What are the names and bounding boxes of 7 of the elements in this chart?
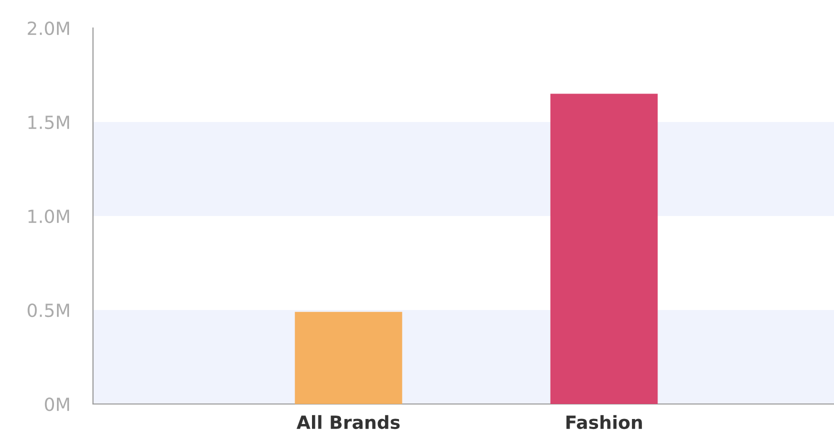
y-tick-label: 0.5M: [28, 303, 70, 318]
y-tick-label: 2.0M: [28, 21, 70, 36]
y-tick-label: 0M: [44, 397, 70, 412]
x-tick-label: Fashion: [566, 415, 642, 430]
y-tick-label: 1.0M: [28, 209, 70, 224]
x-tick-label: All Brands: [296, 415, 400, 430]
y-tick-label: 1.5M: [28, 116, 70, 130]
